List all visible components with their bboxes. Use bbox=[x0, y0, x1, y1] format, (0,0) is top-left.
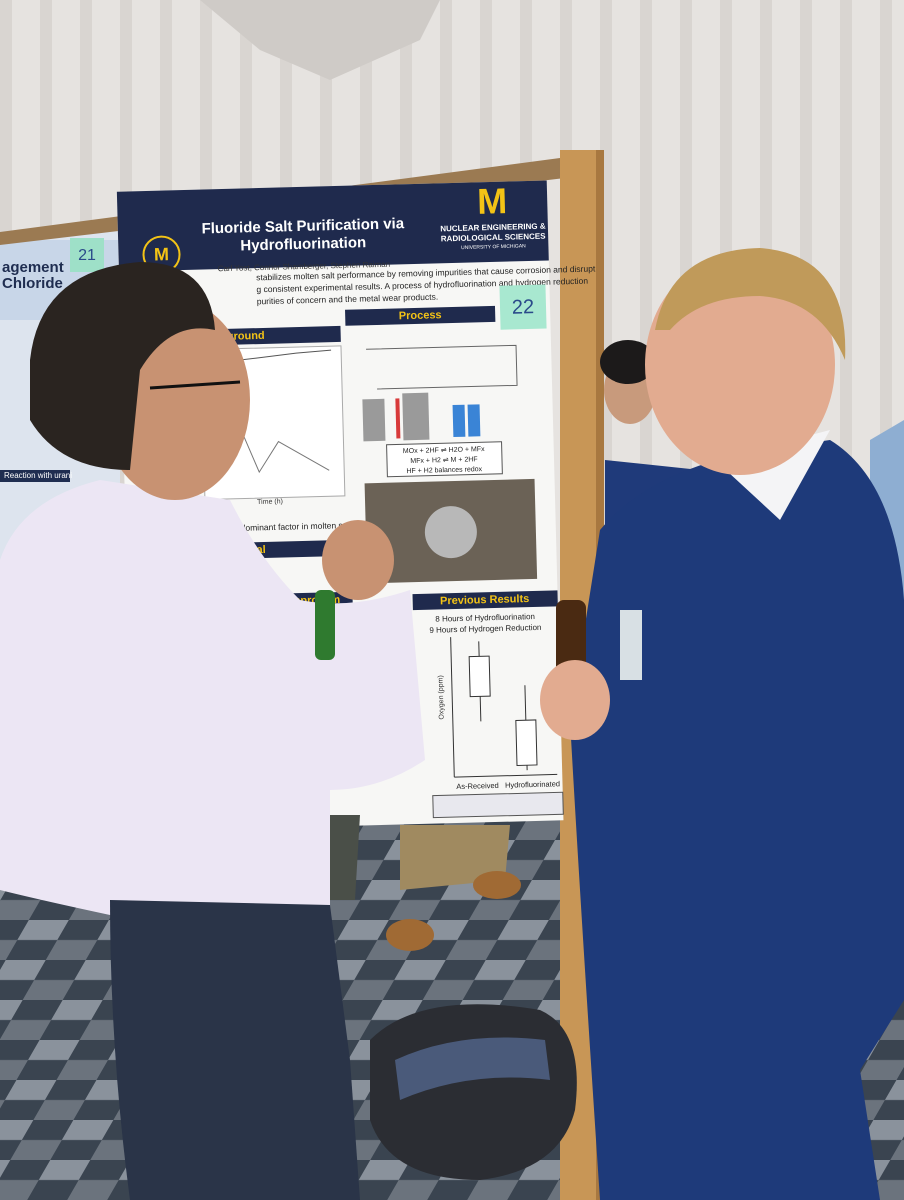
box bbox=[515, 719, 538, 766]
neighbor-section-bar bbox=[0, 470, 70, 482]
right-man bbox=[540, 248, 904, 1200]
bottle bbox=[315, 590, 335, 660]
shoe bbox=[386, 919, 434, 951]
neighbor-section: Reaction with urani bbox=[4, 471, 72, 480]
ceiling-fixture bbox=[200, 0, 440, 80]
badge bbox=[620, 610, 642, 680]
hair bbox=[30, 262, 215, 470]
poster-number: 22 bbox=[512, 296, 535, 319]
vessel bbox=[402, 392, 430, 441]
sticky-note bbox=[70, 238, 104, 272]
x-label: Hydrofluorinated bbox=[505, 779, 560, 789]
department: RADIOLOGICAL SCIENCES bbox=[441, 232, 547, 244]
neighbor-title: Chloride bbox=[2, 275, 63, 292]
axis-line bbox=[454, 773, 558, 778]
department: NUCLEAR ENGINEERING & bbox=[440, 222, 546, 234]
bottle bbox=[556, 600, 586, 680]
box bbox=[468, 655, 491, 698]
heater bbox=[395, 398, 401, 439]
intro-text: purities of concern and the metal wear p… bbox=[257, 292, 439, 307]
shirt bbox=[0, 480, 425, 934]
hand bbox=[540, 660, 610, 740]
glasses bbox=[149, 380, 241, 390]
axis-label: Time (h) bbox=[257, 498, 283, 506]
michigan-logo: M bbox=[477, 180, 508, 222]
equation: HF + H2 balances redox bbox=[406, 466, 482, 475]
poster-title: Fluoride Salt Purification via bbox=[201, 215, 405, 237]
atom-logo-letter: M bbox=[154, 244, 170, 264]
shoe bbox=[473, 871, 521, 899]
neighbor-title: agement bbox=[2, 259, 64, 276]
trousers bbox=[110, 900, 360, 1200]
x-label: As-Received bbox=[456, 781, 499, 791]
gas-bottle bbox=[452, 404, 466, 438]
axis-line bbox=[450, 637, 455, 778]
poster-header bbox=[116, 180, 549, 272]
sticky-note bbox=[499, 284, 547, 330]
equation: MOx + 2HF ⇌ H2O + MFx bbox=[403, 446, 485, 455]
section-bar bbox=[345, 305, 496, 326]
hair bbox=[600, 340, 656, 384]
lab-photo-vessel bbox=[424, 506, 477, 559]
results-table bbox=[432, 791, 564, 819]
gas-bottle bbox=[467, 404, 481, 437]
axis-label: Oxygen (ppm) bbox=[437, 675, 445, 720]
process-diagram bbox=[362, 344, 518, 442]
equation-box bbox=[386, 441, 503, 478]
poster-number: 21 bbox=[78, 247, 96, 264]
suit bbox=[570, 440, 904, 1200]
equation: MFx + H2 ⇌ M + 2HF bbox=[410, 456, 477, 465]
university: UNIVERSITY OF MICHIGAN bbox=[461, 243, 526, 251]
results-caption: 9 Hours of Hydrogen Reduction bbox=[429, 623, 541, 635]
legs bbox=[400, 825, 510, 890]
left-man bbox=[0, 262, 425, 1200]
backpack-panel bbox=[395, 1037, 550, 1100]
piping bbox=[366, 344, 518, 390]
hand bbox=[322, 520, 394, 600]
vessel bbox=[362, 398, 386, 442]
results-caption: 8 Hours of Hydrofluorination bbox=[435, 612, 535, 624]
hair bbox=[655, 248, 846, 360]
section-heading: Process bbox=[399, 309, 442, 322]
poster-title: Hydrofluorination bbox=[240, 234, 366, 254]
section-bar bbox=[412, 590, 558, 611]
section-heading: Previous Results bbox=[440, 593, 530, 607]
